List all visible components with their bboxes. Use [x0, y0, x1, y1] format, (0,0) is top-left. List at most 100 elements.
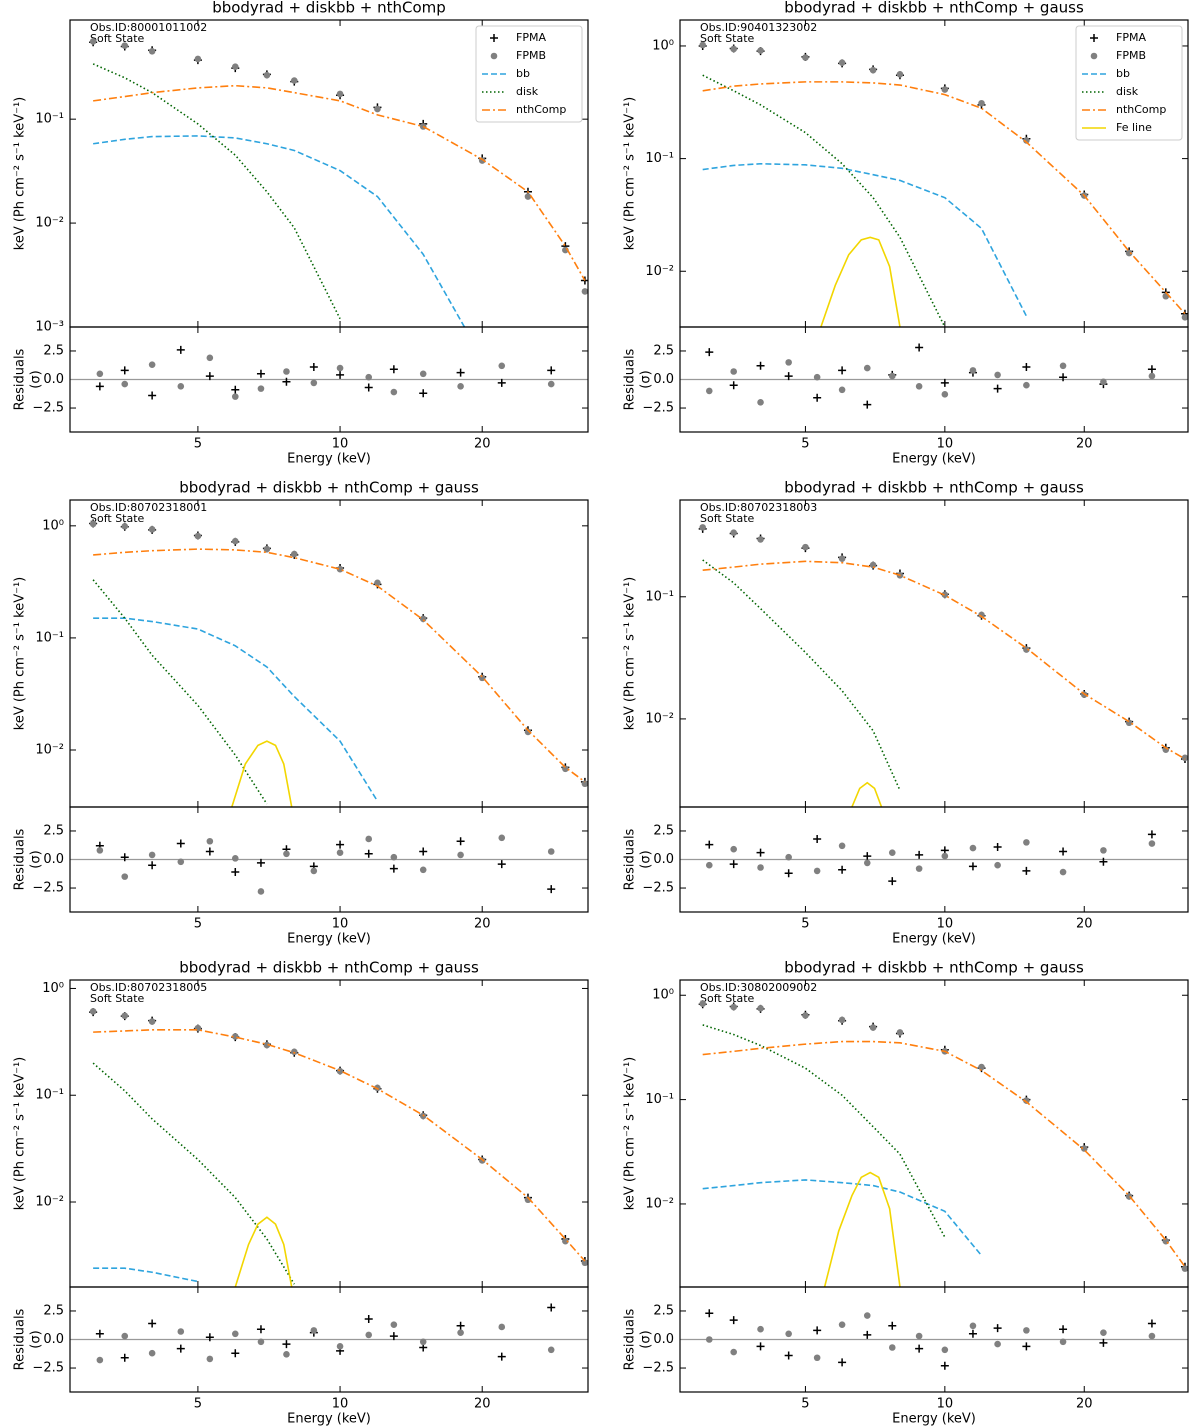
data-point	[969, 844, 977, 852]
data-point	[730, 1003, 737, 1011]
data-point	[756, 848, 765, 857]
data-point	[757, 47, 764, 54]
data-point	[497, 378, 506, 387]
data-point	[121, 380, 129, 388]
data-point	[888, 1321, 897, 1330]
data-point	[941, 852, 949, 860]
data-point	[968, 1329, 977, 1338]
data-point	[869, 561, 877, 569]
y-tick-label: −2.5	[32, 401, 64, 416]
data-point	[915, 343, 924, 352]
data-point	[231, 1349, 240, 1358]
data-point	[1059, 868, 1067, 876]
data-point	[290, 1048, 298, 1056]
data-point	[1181, 1265, 1188, 1272]
data-point	[389, 864, 398, 873]
data-point	[978, 611, 985, 619]
data-point	[915, 865, 923, 872]
data-point	[390, 388, 398, 396]
data-point	[336, 90, 344, 98]
y-axis-label: keV (Ph cm⁻² s⁻¹ keV⁻¹)	[13, 577, 28, 730]
data-point	[1023, 839, 1030, 846]
y-tick-label: 0.0	[43, 372, 64, 387]
model-curve	[820, 236, 901, 327]
residual-frame	[679, 1286, 1189, 1393]
data-point	[256, 858, 265, 867]
data-point	[941, 591, 949, 598]
data-point	[374, 105, 381, 113]
data-point	[457, 1329, 464, 1336]
residual-area	[705, 1309, 1156, 1370]
data-point	[389, 1332, 398, 1341]
data-point	[1023, 1097, 1030, 1104]
data-point	[263, 71, 271, 79]
data-point	[869, 66, 877, 74]
data-point	[1059, 847, 1068, 856]
annotation: Obs.ID:30802009002	[700, 981, 817, 994]
residual-axis-label: Residuals	[13, 828, 28, 890]
data-point	[757, 399, 764, 406]
legend-label: bb	[1116, 67, 1130, 80]
data-point	[941, 86, 949, 93]
data-point	[148, 391, 157, 400]
y-tick-label: 10⁻²	[35, 1195, 64, 1210]
x-tick-label: 10	[937, 437, 954, 452]
model-curve	[92, 579, 268, 805]
y-tick-label: 2.5	[43, 343, 64, 358]
data-point	[497, 860, 506, 869]
data-point	[838, 386, 846, 394]
data-point	[176, 1344, 185, 1353]
data-point	[838, 59, 846, 67]
data-point	[263, 545, 271, 553]
data-point	[148, 526, 156, 533]
data-point	[336, 849, 344, 856]
data-point	[498, 362, 506, 370]
y-tick-label: 0.0	[653, 372, 674, 387]
y-tick-label: 10⁻¹	[645, 151, 674, 166]
data-point	[148, 861, 157, 870]
y-tick-label: 10⁻²	[35, 742, 64, 757]
data-point	[336, 370, 345, 379]
data-point	[364, 849, 373, 858]
data-point	[730, 1348, 737, 1356]
data-point	[785, 359, 792, 366]
data-point	[863, 1312, 871, 1319]
legend-label: FPMA	[1116, 31, 1146, 44]
residual-frame	[69, 1286, 589, 1393]
x-tick-label: 10	[937, 1397, 954, 1412]
data-point	[562, 765, 569, 773]
data-point	[1099, 857, 1108, 866]
y-tick-label: −2.5	[32, 1361, 64, 1376]
legend-label: FPMA	[516, 31, 546, 44]
annotation: Obs.ID:90401323002	[700, 21, 817, 34]
data-point	[705, 840, 714, 849]
data-point	[888, 1344, 896, 1351]
x-tick-label: 20	[474, 437, 491, 452]
data-point	[1100, 1329, 1107, 1336]
data-point	[257, 888, 265, 895]
data-point	[969, 367, 977, 374]
data-point	[888, 372, 896, 380]
data-point	[524, 1196, 532, 1204]
data-point	[941, 391, 949, 398]
y-tick-label: 10⁰	[42, 518, 64, 533]
data-point	[869, 1024, 877, 1031]
data-point	[524, 728, 532, 736]
data-point	[993, 842, 1002, 851]
y-axis-label: keV (Ph cm⁻² s⁻¹ keV⁻¹)	[623, 97, 638, 250]
data-point	[231, 855, 239, 862]
data-point	[89, 38, 97, 45]
x-tick-label: 10	[332, 437, 349, 452]
data-point	[547, 885, 556, 894]
data-point	[456, 837, 465, 846]
annotation: Soft State	[700, 992, 755, 1005]
residual-frame	[679, 806, 1189, 913]
data-point	[194, 532, 202, 540]
x-axis-label: Energy (keV)	[892, 932, 976, 947]
y-tick-label: 10⁰	[652, 38, 674, 53]
model-curve	[702, 1024, 946, 1238]
data-point	[89, 520, 97, 528]
data-point	[96, 1356, 104, 1364]
legend-label: disk	[1116, 85, 1139, 98]
data-point	[993, 1324, 1002, 1333]
